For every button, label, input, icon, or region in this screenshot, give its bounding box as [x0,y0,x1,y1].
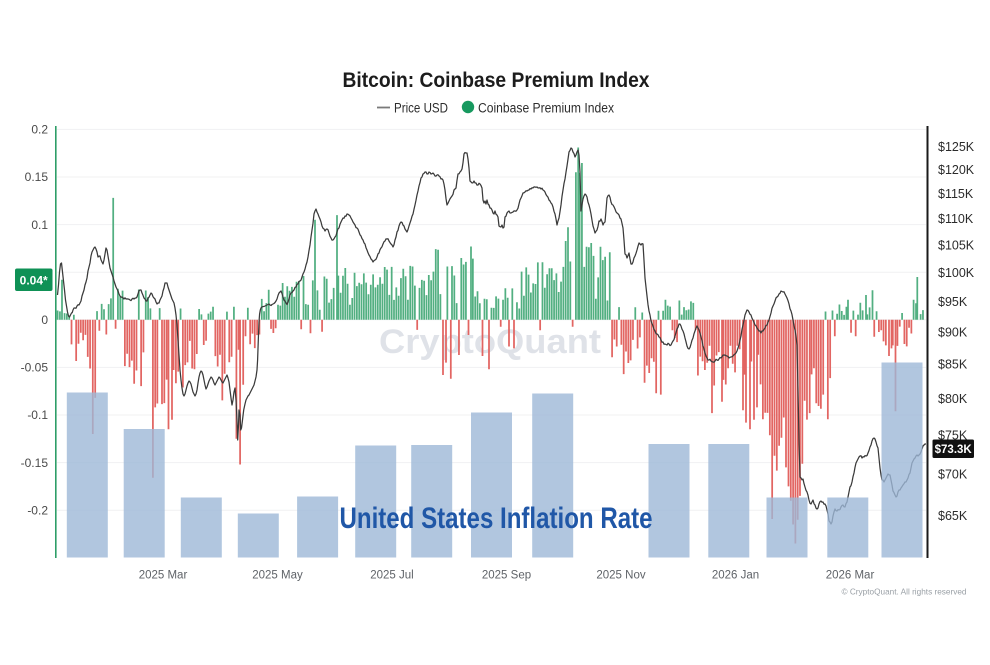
svg-text:2025 May: 2025 May [252,570,303,582]
svg-text:$80K: $80K [938,392,968,406]
svg-text:2025 Jul: 2025 Jul [370,570,413,582]
svg-text:Coinbase Premium Index: Coinbase Premium Index [478,100,614,115]
svg-text:$75K: $75K [938,428,968,442]
svg-text:2026 Jan: 2026 Jan [712,570,759,582]
svg-text:0: 0 [41,313,48,327]
svg-text:CryptoQuant: CryptoQuant [379,323,601,361]
svg-text:-0.1: -0.1 [27,408,48,422]
svg-text:$105K: $105K [938,238,975,252]
svg-text:0.1: 0.1 [31,218,48,232]
svg-text:United States Inflation Rate: United States Inflation Rate [340,502,653,535]
svg-text:-0.2: -0.2 [27,503,48,517]
svg-text:Price USD: Price USD [394,100,448,115]
svg-text:$100K: $100K [938,266,975,280]
svg-text:0.2: 0.2 [31,123,48,137]
svg-text:$110K: $110K [938,212,974,226]
svg-text:2025 Nov: 2025 Nov [596,570,645,582]
svg-text:-0.05: -0.05 [21,361,49,375]
svg-text:$73.3K: $73.3K [935,444,973,456]
svg-text:0.04*: 0.04* [20,273,48,287]
svg-text:2026 Mar: 2026 Mar [826,570,875,582]
svg-text:$70K: $70K [938,467,968,481]
svg-text:2025 Mar: 2025 Mar [139,570,188,582]
svg-text:$120K: $120K [938,163,975,177]
svg-text:2025 Sep: 2025 Sep [482,570,531,582]
svg-text:Bitcoin: Coinbase Premium Inde: Bitcoin: Coinbase Premium Index [343,68,650,92]
svg-text:$90K: $90K [938,326,968,340]
svg-text:$115K: $115K [938,187,974,201]
svg-text:$95K: $95K [938,295,968,309]
svg-text:-0.15: -0.15 [21,456,49,470]
svg-text:$85K: $85K [938,358,968,372]
svg-text:$125K: $125K [938,140,975,154]
svg-text:$65K: $65K [938,509,968,523]
svg-text:© CryptoQuant. All rights rese: © CryptoQuant. All rights reserved [842,587,967,597]
svg-text:0.15: 0.15 [25,170,49,184]
